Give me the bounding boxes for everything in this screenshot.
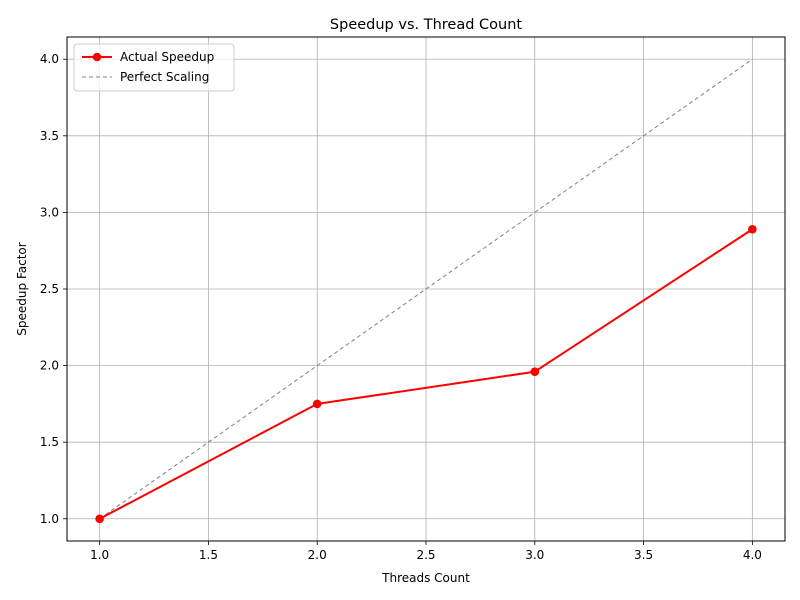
y-tick-label: 3.5 bbox=[40, 129, 59, 143]
x-axis-ticks: 1.0 1.5 2.0 2.5 3.0 3.5 4.0 bbox=[90, 541, 762, 562]
x-tick-label: 1.5 bbox=[199, 548, 218, 562]
data-point bbox=[530, 367, 540, 377]
y-tick-label: 1.0 bbox=[40, 512, 59, 526]
legend-marker bbox=[92, 52, 102, 62]
data-point bbox=[748, 224, 757, 234]
x-axis-label: Threads Count bbox=[381, 571, 470, 585]
y-axis-label: Speedup Factor bbox=[15, 242, 29, 335]
x-tick-label: 2.5 bbox=[416, 548, 435, 562]
x-tick-label: 3.5 bbox=[634, 548, 653, 562]
legend-label-1: Perfect Scaling bbox=[120, 70, 209, 84]
y-tick-label: 2.0 bbox=[40, 359, 59, 373]
legend-box bbox=[73, 43, 235, 92]
legend: Actual Speedup Perfect Scaling bbox=[73, 43, 235, 92]
series-line-1 bbox=[99, 58, 753, 520]
x-tick-label: 3.0 bbox=[525, 548, 544, 562]
y-tick-label: 1.5 bbox=[40, 435, 59, 449]
x-tick-label: 1.0 bbox=[90, 548, 109, 562]
series-layer bbox=[95, 58, 757, 524]
y-axis-ticks: 1.0 1.5 2.0 2.5 3.0 3.5 4.0 bbox=[40, 52, 67, 526]
y-tick-label: 2.5 bbox=[40, 282, 59, 296]
y-tick-label: 3.0 bbox=[40, 205, 59, 219]
series-line-0 bbox=[99, 228, 753, 520]
legend-label-0: Actual Speedup bbox=[120, 50, 214, 64]
chart-title: Speedup vs. Thread Count bbox=[330, 17, 522, 33]
x-tick-label: 4.0 bbox=[743, 548, 762, 562]
data-point bbox=[312, 399, 322, 409]
y-tick-label: 4.0 bbox=[40, 52, 59, 66]
legend-entries: Actual Speedup Perfect Scaling bbox=[82, 50, 214, 84]
data-point bbox=[95, 514, 104, 524]
x-tick-label: 2.0 bbox=[308, 548, 327, 562]
